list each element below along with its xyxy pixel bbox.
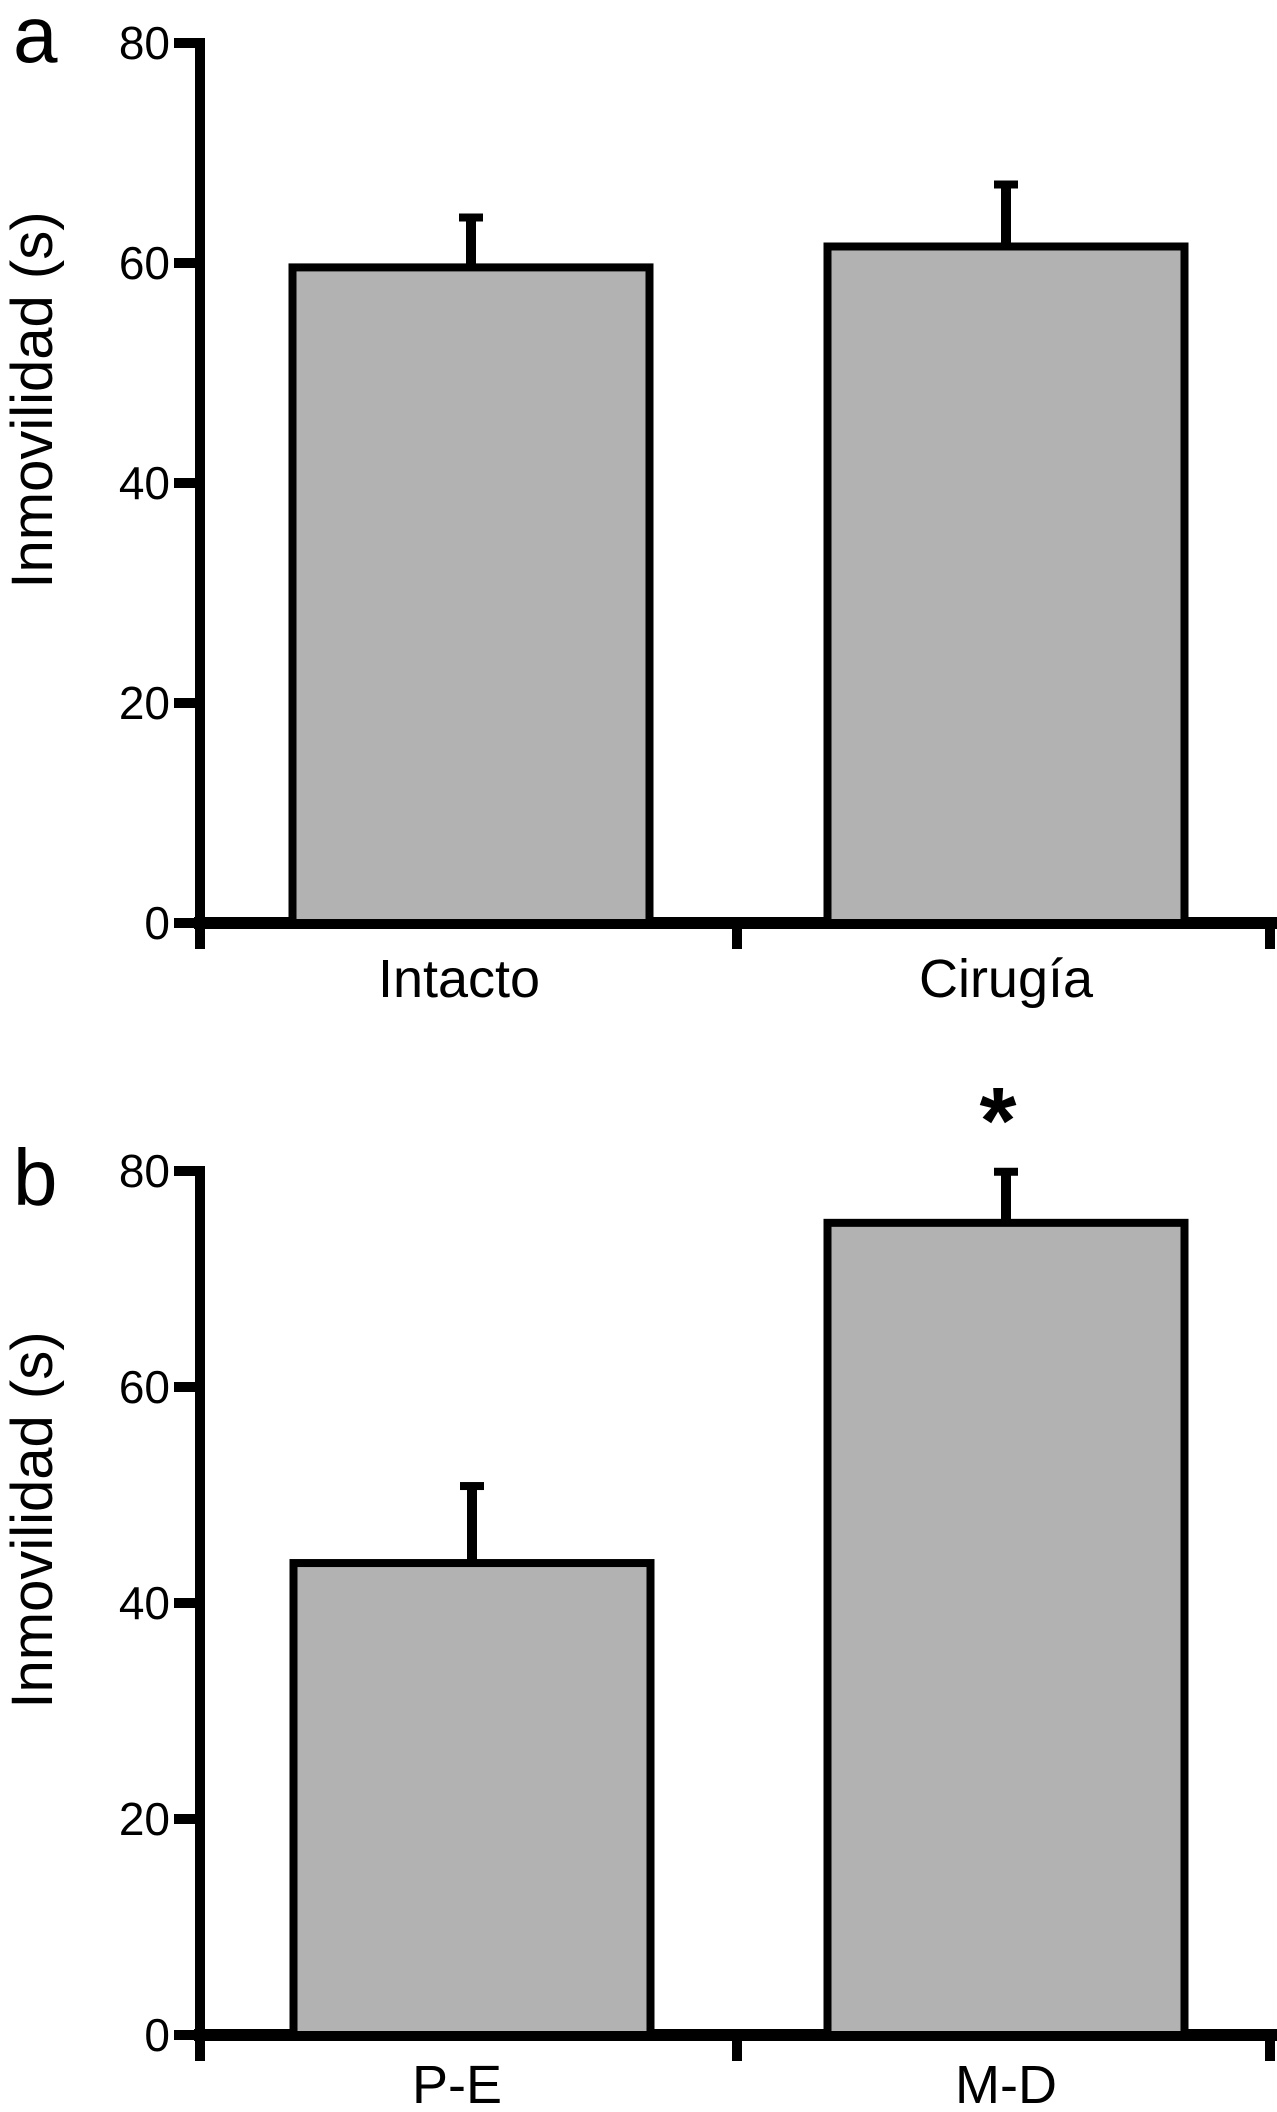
x-tick [732,2035,742,2061]
y-tick [174,698,200,708]
y-tick [174,478,200,488]
y-axis-line [195,1166,205,2061]
y-tick-label: 60 [119,237,170,289]
error-bar-line [467,1486,477,1568]
y-tick [174,1166,200,1176]
y-tick-label: 60 [119,1361,170,1413]
category-label: Cirugía [919,949,1094,1009]
error-bar-cap [994,180,1018,189]
x-tick [1265,2035,1275,2061]
y-tick [174,2030,200,2040]
error-bar-line [1001,1171,1011,1227]
y-tick [174,1814,200,1824]
y-tick-label: 40 [119,1577,170,1629]
x-tick [732,923,742,949]
y-tick-label: 20 [119,677,170,729]
category-label: M-D [955,2055,1057,2112]
error-bar-cap [460,1482,484,1491]
panel-letter: b [13,1133,58,1222]
y-tick-label: 80 [119,1145,170,1197]
y-axis-line [195,38,205,949]
error-bar-cap [459,213,483,222]
y-tick [174,1598,200,1608]
panel-b: b Inmovilidad (s) 0 20 40 60 80 P-E M-D * [0,1068,1277,2112]
panel-letter: a [13,0,58,79]
y-axis-label: Inmovilidad (s) [0,1331,65,1708]
bar [288,263,654,927]
error-bar-cap [994,1167,1018,1176]
bar [823,242,1189,927]
category-label: Intacto [378,949,540,1009]
y-axis-label: Inmovilidad (s) [0,211,65,588]
bar [823,1218,1189,2039]
y-tick-label: 0 [144,897,170,949]
significance-asterisk: * [980,1068,1017,1174]
bar [289,1559,655,2040]
y-tick [174,258,200,268]
y-tick [174,1382,200,1392]
y-tick-label: 40 [119,457,170,509]
category-label: P-E [412,2055,502,2112]
y-tick-label: 20 [119,1793,170,1845]
y-tick [174,38,200,48]
panel-a: a Inmovilidad (s) 0 20 40 60 80 Intacto Cirugía [0,0,1277,1009]
y-tick-label: 0 [144,2009,170,2061]
y-tick-label: 80 [119,17,170,69]
x-tick [1265,923,1275,949]
error-bar-line [466,217,476,272]
y-tick [174,918,200,928]
error-bar-line [1001,184,1011,251]
